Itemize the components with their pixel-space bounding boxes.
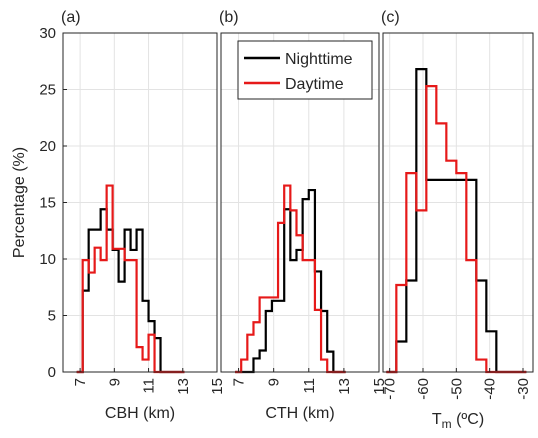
x-tick-label: -50 xyxy=(448,378,465,400)
panel-a-label: (a) xyxy=(61,9,81,26)
y-tick-label: 15 xyxy=(39,195,56,212)
y-tick-label: 30 xyxy=(39,25,56,42)
panel-b-frame xyxy=(220,32,380,373)
panel-c-xlabel-subscript: m xyxy=(442,417,452,431)
x-tick-label: 11 xyxy=(141,378,158,394)
x-tick-label: 9 xyxy=(106,378,123,386)
panel-b-series xyxy=(235,184,346,374)
legend-label-nighttime: Nighttime xyxy=(285,51,353,68)
panel-a-grid xyxy=(63,32,218,373)
panel-c-xlabel-main: T xyxy=(432,411,442,428)
x-tick-label: 13 xyxy=(336,378,353,395)
y-tick-label: 0 xyxy=(48,364,56,381)
x-tick-label: 13 xyxy=(175,378,192,395)
legend: Nighttime Daytime xyxy=(237,40,373,100)
legend-label-daytime: Daytime xyxy=(285,76,344,93)
series-nighttime-panel-b xyxy=(235,188,346,374)
x-tick-label: 15 xyxy=(209,378,226,395)
panel-b-ticks: 7 9 11 13 15 xyxy=(231,368,388,395)
x-tick-label: 7 xyxy=(231,378,248,386)
y-axis: 0 5 10 15 20 25 30 xyxy=(39,25,67,381)
panel-c-xlabel: Tm (ºC) xyxy=(432,411,484,431)
x-tick-label: 7 xyxy=(72,378,89,386)
panel-a-series xyxy=(76,184,185,374)
panel-c: -70 -60 -50 -40 -30 (c) Tm (ºC) xyxy=(381,9,534,431)
series-nighttime-panel-c xyxy=(386,68,527,374)
x-tick-label: -60 xyxy=(415,378,432,400)
x-tick-label: 11 xyxy=(301,378,318,394)
x-tick-label: 15 xyxy=(371,378,388,395)
y-tick-label: 25 xyxy=(39,82,56,99)
y-tick-label: 10 xyxy=(39,251,56,268)
panel-a-ticks: 7 9 11 13 15 xyxy=(72,368,226,395)
panel-b-xlabel: CTH (km) xyxy=(265,405,334,422)
y-axis-label: Percentage (%) xyxy=(11,147,28,258)
x-tick-label: -30 xyxy=(515,378,532,400)
x-tick-label: 9 xyxy=(266,378,283,386)
legend-box xyxy=(237,40,373,100)
y-tick-label: 5 xyxy=(48,308,56,325)
panel-c-label: (c) xyxy=(381,9,400,26)
panel-c-xlabel-unit: (ºC) xyxy=(452,411,485,428)
panel-a-xlabel: CBH (km) xyxy=(105,405,175,422)
panel-b-label: (b) xyxy=(219,9,239,26)
x-tick-label: -40 xyxy=(482,378,499,400)
panel-c-ticks: -70 -60 -50 -40 -30 xyxy=(382,368,532,400)
panel-a: 7 9 11 13 15 (a) CBH (km) xyxy=(61,9,226,422)
panel-c-frame xyxy=(382,32,534,373)
panel-c-grid xyxy=(383,32,533,373)
y-tick-label: 20 xyxy=(39,138,56,155)
x-tick-label: -70 xyxy=(382,378,399,400)
series-nighttime-panel-a xyxy=(76,208,185,374)
series-daytime-panel-b xyxy=(235,184,346,374)
series-daytime-panel-a xyxy=(76,184,185,374)
